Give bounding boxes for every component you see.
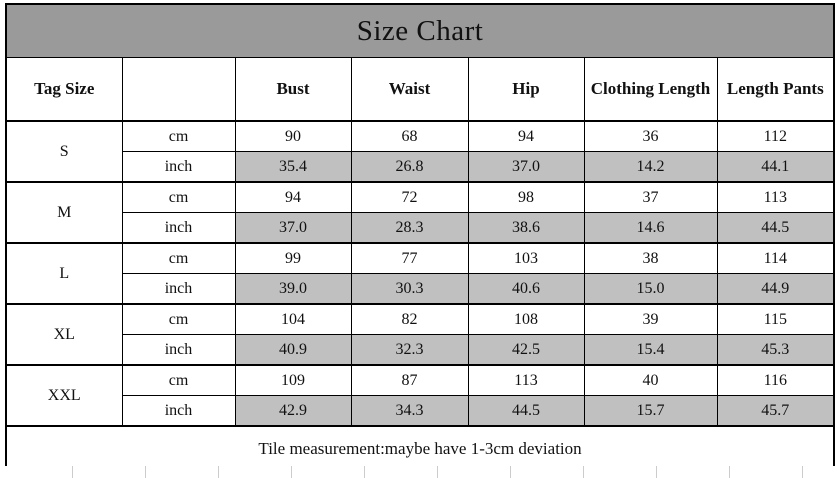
value-cell: 45.3 (716, 334, 835, 366)
value-cell: 72 (350, 181, 469, 213)
value-cell: 14.2 (583, 151, 718, 183)
tag-cell: XXL (5, 364, 123, 427)
header-cell-tag-size: Tag Size (5, 57, 123, 122)
value-cell: 42.9 (234, 395, 352, 427)
value-cell: 82 (350, 303, 469, 335)
bottom-margin-strip (0, 466, 837, 478)
value-cell: 45.7 (716, 395, 835, 427)
header-cell-waist: Waist (350, 57, 469, 122)
table-title-row: Size Chart (5, 3, 835, 58)
value-cell: 40 (583, 364, 718, 396)
value-cell: 115 (716, 303, 835, 335)
unit-cell: inch (121, 334, 236, 366)
unit-cell: cm (121, 364, 236, 396)
unit-cell: inch (121, 273, 236, 305)
table-row: M cm 94 72 98 37 113 (5, 181, 835, 244)
value-cell: 44.5 (467, 395, 585, 427)
value-cell: 40.9 (234, 334, 352, 366)
table-row: inch 35.4 26.8 37.0 14.2 44.1 (6, 151, 835, 183)
size-chart-table: Size Chart Tag Size Bust Waist Hip Cloth… (5, 3, 836, 472)
value-cell: 114 (716, 242, 835, 274)
value-cell: 94 (467, 120, 585, 152)
value-cell: 113 (716, 181, 835, 213)
value-cell: 44.9 (716, 273, 835, 305)
unit-cell: cm (121, 242, 236, 274)
value-cell: 42.5 (467, 334, 585, 366)
measurement-note: Tile measurement:maybe have 1-3cm deviat… (5, 425, 835, 472)
value-cell: 94 (234, 181, 352, 213)
table-header-row: Tag Size Bust Waist Hip Clothing Length … (5, 57, 835, 122)
unit-cell: inch (121, 395, 236, 427)
header-cell-bust: Bust (234, 57, 352, 122)
value-cell: 15.0 (583, 273, 718, 305)
tag-cell: XL (5, 303, 123, 366)
value-cell: 103 (467, 242, 585, 274)
value-cell: 34.3 (350, 395, 469, 427)
header-cell-clothing-length: Clothing Length (583, 57, 718, 122)
value-cell: 44.5 (716, 212, 835, 244)
value-cell: 32.3 (350, 334, 469, 366)
value-cell: 38 (583, 242, 718, 274)
value-cell: 37.0 (234, 212, 352, 244)
value-cell: 87 (350, 364, 469, 396)
top-margin-strip (0, 0, 837, 3)
value-cell: 39.0 (234, 273, 352, 305)
table-footer-row: Tile measurement:maybe have 1-3cm deviat… (5, 425, 835, 472)
header-cell-unit (121, 57, 236, 122)
value-cell: 37.0 (467, 151, 585, 183)
value-cell: 112 (716, 120, 835, 152)
value-cell: 40.6 (467, 273, 585, 305)
value-cell: 38.6 (467, 212, 585, 244)
value-cell: 28.3 (350, 212, 469, 244)
unit-cell: inch (121, 151, 236, 183)
page-title: Size Chart (5, 3, 835, 58)
value-cell: 109 (234, 364, 352, 396)
value-cell: 77 (350, 242, 469, 274)
value-cell: 98 (467, 181, 585, 213)
unit-cell: cm (121, 181, 236, 213)
unit-cell: cm (121, 303, 236, 335)
value-cell: 15.7 (583, 395, 718, 427)
value-cell: 30.3 (350, 273, 469, 305)
value-cell: 108 (467, 303, 585, 335)
value-cell: 36 (583, 120, 718, 152)
value-cell: 35.4 (234, 151, 352, 183)
table-row: inch 37.0 28.3 38.6 14.6 44.5 (6, 212, 835, 244)
header-cell-hip: Hip (467, 57, 585, 122)
tag-cell: M (5, 181, 123, 244)
table-row: L cm 99 77 103 38 114 (5, 242, 835, 305)
header-cell-length-pants: Length Pants (716, 57, 835, 122)
table-row: XXL cm 109 87 113 40 116 (5, 364, 835, 427)
value-cell: 90 (234, 120, 352, 152)
value-cell: 14.6 (583, 212, 718, 244)
value-cell: 39 (583, 303, 718, 335)
value-cell: 116 (716, 364, 835, 396)
value-cell: 26.8 (350, 151, 469, 183)
unit-cell: cm (121, 120, 236, 152)
value-cell: 113 (467, 364, 585, 396)
value-cell: 44.1 (716, 151, 835, 183)
value-cell: 37 (583, 181, 718, 213)
tag-cell: S (5, 120, 123, 183)
table-row: inch 39.0 30.3 40.6 15.0 44.9 (6, 273, 835, 305)
unit-cell: inch (121, 212, 236, 244)
table-row: inch 42.9 34.3 44.5 15.7 45.7 (6, 395, 835, 427)
tag-cell: L (5, 242, 123, 305)
table-row: XL cm 104 82 108 39 115 (5, 303, 835, 366)
value-cell: 99 (234, 242, 352, 274)
table-row: inch 40.9 32.3 42.5 15.4 45.3 (6, 334, 835, 366)
value-cell: 68 (350, 120, 469, 152)
table-row: S cm 90 68 94 36 112 (5, 120, 835, 183)
value-cell: 15.4 (583, 334, 718, 366)
value-cell: 104 (234, 303, 352, 335)
